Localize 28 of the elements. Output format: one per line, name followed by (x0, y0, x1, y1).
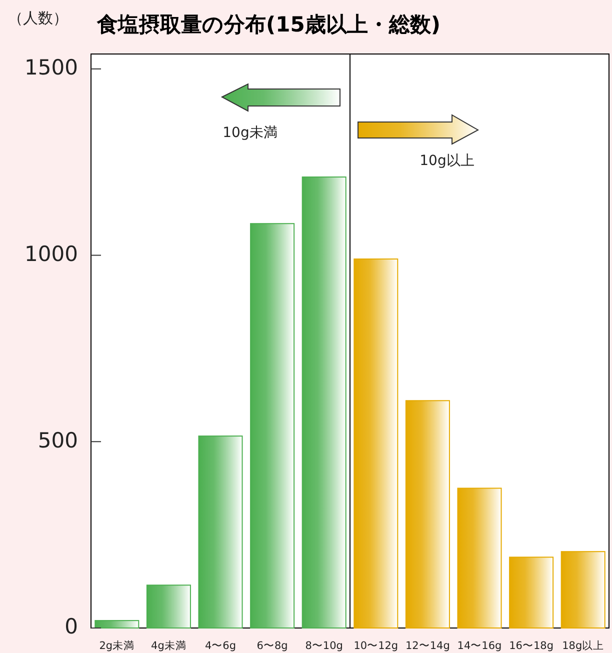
bar (250, 223, 295, 628)
annotation: 10g以上 (420, 152, 474, 169)
y-tick-label: 0 (64, 614, 78, 639)
x-tick-label: 4g未満 (151, 638, 186, 652)
bar (94, 620, 140, 628)
y-tick-label: 1500 (24, 56, 78, 80)
x-tick-label: 10〜12g (354, 640, 398, 652)
bar (146, 584, 191, 628)
bar (302, 176, 346, 628)
y-tick-label: 500 (38, 428, 78, 452)
x-tick-label: 14〜16g (457, 640, 502, 652)
bar (354, 258, 398, 628)
x-tick-label: 12〜14g (406, 640, 450, 652)
x-tick-label: 8〜10g (305, 640, 343, 652)
y-tick-label: 1000 (24, 242, 78, 266)
bar (198, 436, 243, 628)
x-tick-label: 18g以上 (562, 638, 604, 652)
bar (509, 556, 554, 628)
chart-title: 食塩摂取量の分布(15歳以上・総数) (96, 12, 440, 37)
y-axis-title: （人数） (8, 9, 68, 28)
bar (405, 400, 450, 628)
annotation: 10g未満 (222, 124, 278, 141)
x-tick-label: 16〜18g (509, 640, 554, 652)
x-tick-label: 4〜6g (204, 640, 236, 652)
bar (457, 488, 502, 628)
bar (560, 551, 606, 628)
x-tick-label: 6〜8g (256, 640, 288, 652)
x-tick-label: 2g未満 (99, 638, 135, 652)
